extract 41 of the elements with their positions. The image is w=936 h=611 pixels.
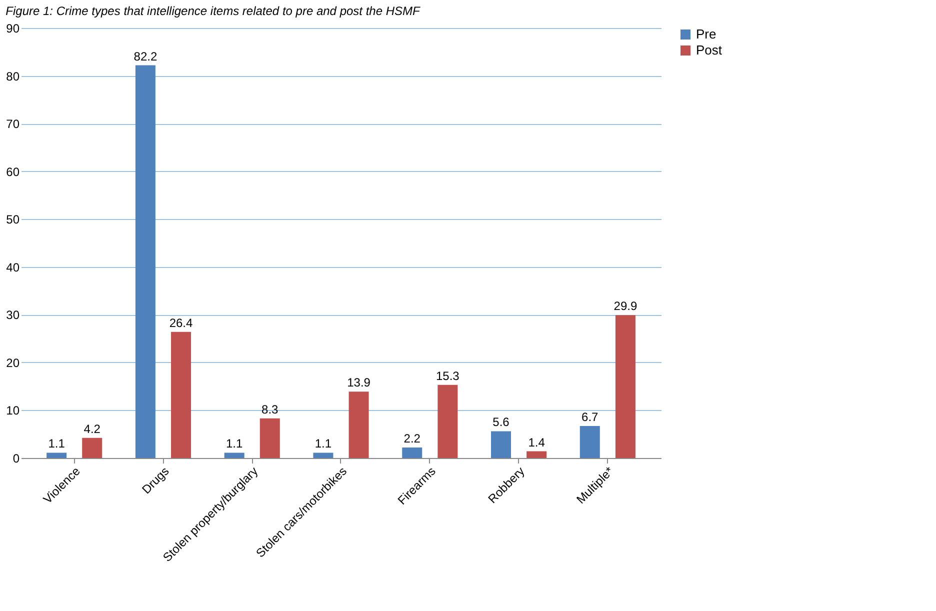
data-label: 6.7 xyxy=(582,410,599,424)
data-label: 4.2 xyxy=(84,422,101,436)
y-tick-label: 60 xyxy=(6,164,20,179)
data-label: 13.9 xyxy=(347,376,371,390)
data-label: 2.2 xyxy=(404,431,421,446)
bar xyxy=(260,418,280,458)
data-label: 29.9 xyxy=(614,299,638,314)
y-tick-label: 0 xyxy=(12,452,20,466)
bar xyxy=(135,65,156,458)
bar xyxy=(580,426,600,458)
bar xyxy=(313,452,334,458)
y-tick-label: 40 xyxy=(6,260,20,274)
bar xyxy=(402,447,422,458)
bar xyxy=(82,438,102,458)
data-label: 26.4 xyxy=(169,316,193,330)
legend-label: Pre xyxy=(696,26,716,42)
bar xyxy=(615,315,636,458)
bar xyxy=(491,431,511,458)
bar xyxy=(438,384,458,458)
legend-label: Post xyxy=(696,42,722,58)
bar xyxy=(526,451,547,458)
y-tick-label: 90 xyxy=(6,22,20,36)
y-tick-label: 70 xyxy=(6,117,20,132)
data-label: 82.2 xyxy=(134,49,158,64)
y-tick-label: 10 xyxy=(6,404,20,418)
data-label: 15.3 xyxy=(436,368,460,383)
bar xyxy=(224,452,244,458)
y-tick-label: 80 xyxy=(6,69,20,84)
y-tick-label: 20 xyxy=(6,356,20,370)
data-label: 1.4 xyxy=(528,435,546,450)
data-label: 1.1 xyxy=(48,436,66,451)
data-label: 1.1 xyxy=(226,436,243,451)
bar xyxy=(348,392,369,458)
bar xyxy=(46,452,67,458)
bar xyxy=(171,332,191,458)
chart-title: Figure 1: Crime types that intelligence items related to pre and post the HSMF xyxy=(6,4,421,18)
data-label: 8.3 xyxy=(262,402,279,416)
data-label: 5.6 xyxy=(492,415,510,430)
y-tick-label: 30 xyxy=(6,308,20,322)
y-tick-label: 50 xyxy=(6,212,20,227)
data-label: 1.1 xyxy=(314,436,332,451)
